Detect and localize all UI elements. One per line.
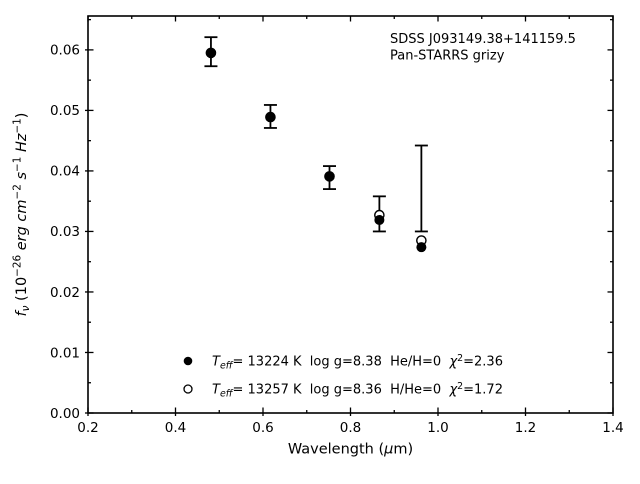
model-point-filled	[205, 47, 216, 58]
annotation-object-name: SDSS J093149.38+141159.5	[390, 32, 576, 47]
legend-marker-filled-circle	[183, 356, 193, 366]
model-point-filled	[265, 112, 276, 123]
legend-label: Teff= 13224 K log g=8.38 He/H=0 χ2=2.36	[212, 353, 503, 372]
y-tick-label: 0.05	[50, 103, 80, 119]
legend-label: Teff= 13257 K log g=8.36 H/He=0 χ2=1.72	[212, 381, 503, 400]
model-point-filled	[374, 214, 385, 225]
axis-ticks	[85, 16, 614, 416]
annotation-survey-bands: Pan-STARRS grizy	[390, 49, 505, 64]
y-axis-label: fν (10−26 erg cm−2 s−1 Hz−1)	[11, 113, 31, 317]
x-tick-label: 0.6	[252, 420, 273, 436]
x-tick-label: 1.4	[602, 420, 623, 436]
y-tick-label: 0.02	[50, 285, 80, 301]
y-tick-label: 0.03	[50, 224, 80, 240]
y-tick-label: 0.01	[50, 345, 80, 361]
model-point-filled	[416, 242, 427, 253]
x-tick-label: 0.8	[340, 420, 361, 436]
model-point-filled	[324, 171, 335, 182]
x-axis-label: Wavelength (μm)	[288, 442, 413, 458]
x-tick-label: 1.2	[515, 420, 536, 436]
x-tick-label: 1.0	[427, 420, 448, 436]
data-points	[204, 36, 428, 253]
y-tick-label: 0.06	[50, 43, 80, 59]
legend-marker-open-circle	[183, 384, 193, 394]
x-tick-label: 0.2	[77, 420, 98, 436]
x-tick-label: 0.4	[165, 420, 186, 436]
axes-frame	[87, 15, 614, 414]
legend: Teff= 13224 K log g=8.38 He/H=0 χ2=2.36 T…	[183, 353, 503, 400]
plot-border	[87, 15, 614, 414]
y-tick-label: 0.00	[50, 406, 80, 422]
axis-tick-labels: 0.2 0.4 0.6 0.8 1.0 1.2 1.4 0.00 0.01 0.02 0.03 0.0…	[50, 43, 624, 436]
axis-titles: Wavelength (μm) fν (10−26 erg cm−2 s−1 Hz…	[11, 113, 413, 458]
y-tick-label: 0.04	[50, 164, 80, 180]
